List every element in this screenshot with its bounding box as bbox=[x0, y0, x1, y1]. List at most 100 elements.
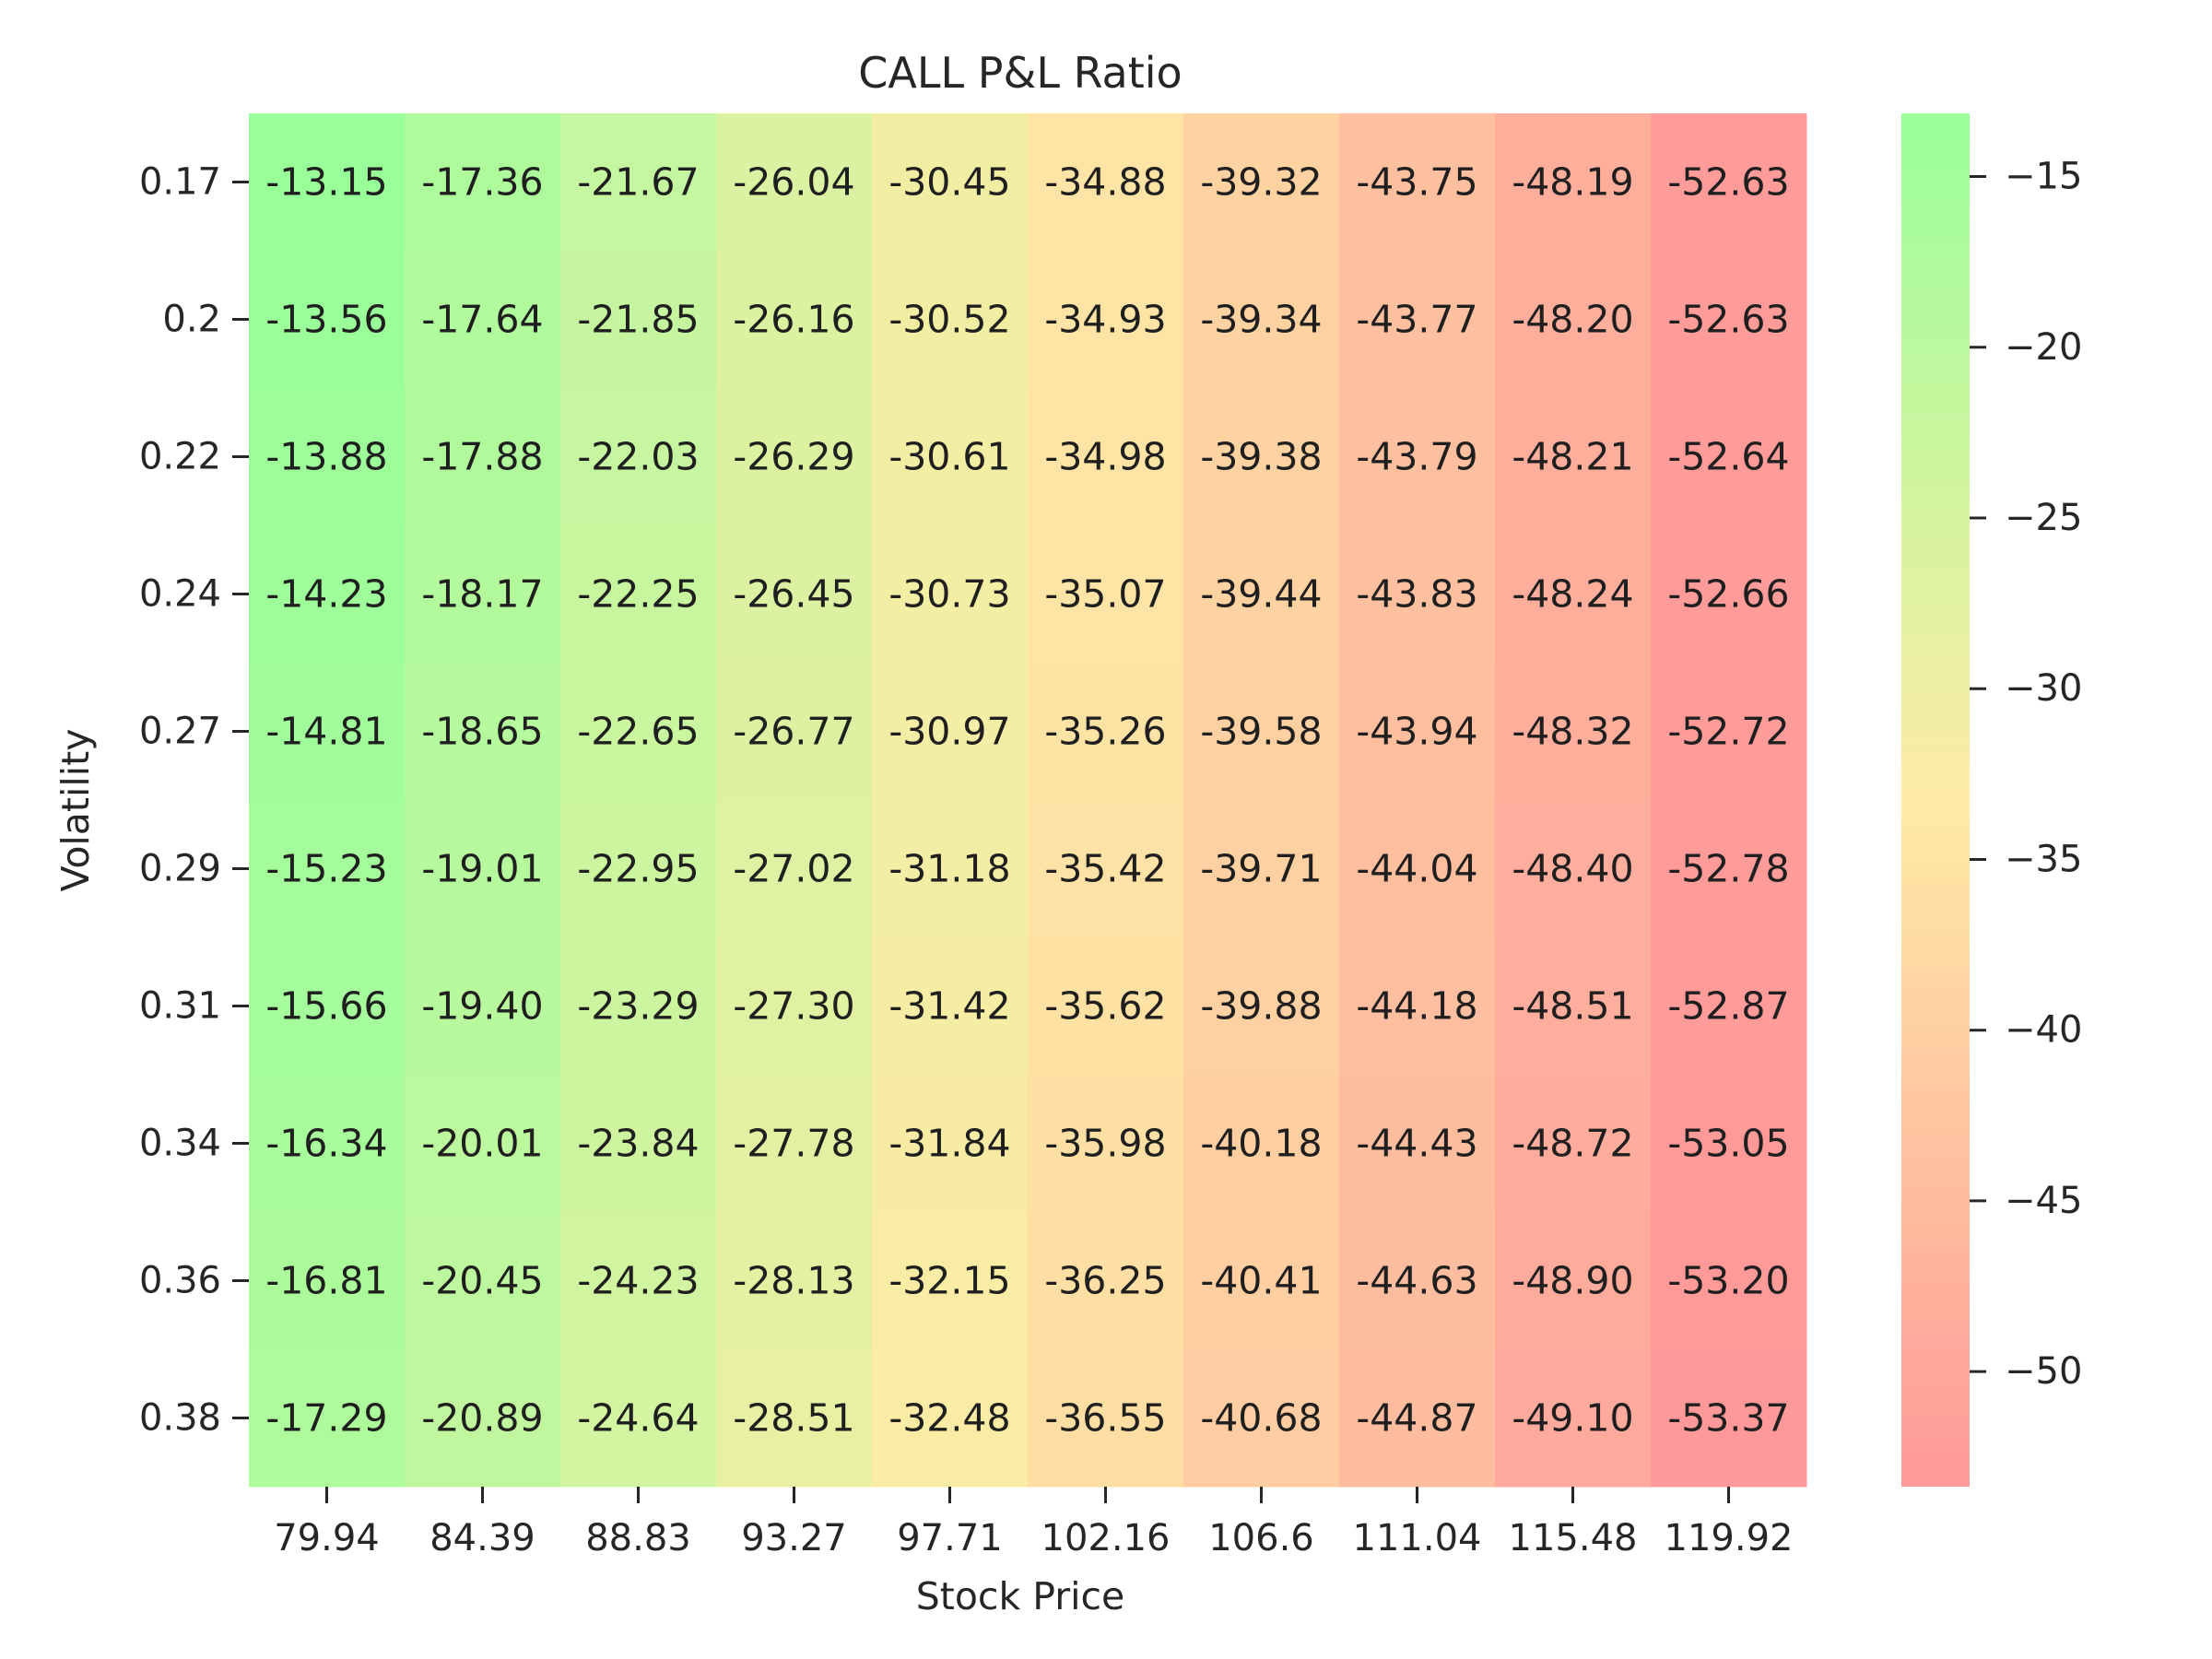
heatmap-cell bbox=[1339, 525, 1496, 664]
heatmap-cell bbox=[249, 388, 406, 526]
heatmap-cell bbox=[716, 1349, 873, 1488]
cell-value-label: -19.40 bbox=[421, 984, 543, 1029]
cell-value-label: -34.93 bbox=[1044, 298, 1166, 342]
heatmap-cell bbox=[1183, 251, 1340, 389]
heatmap-cell bbox=[716, 937, 873, 1076]
x-tick-label: 79.94 bbox=[274, 1517, 380, 1559]
colorbar-tick-label: −40 bbox=[2005, 1009, 2082, 1052]
heatmap-cell bbox=[405, 800, 561, 938]
heatmap-cell bbox=[1183, 1075, 1340, 1213]
cell-value-label: -31.42 bbox=[888, 984, 1010, 1029]
heatmap-cell bbox=[1339, 663, 1496, 801]
heatmap-cell bbox=[872, 525, 1029, 664]
cell-value-label: -43.77 bbox=[1356, 298, 1477, 342]
cell-value-label: -32.48 bbox=[888, 1396, 1010, 1441]
heatmap-cell bbox=[872, 663, 1029, 801]
cell-value-label: -18.65 bbox=[421, 710, 543, 754]
heatmap-cells bbox=[249, 113, 1807, 1488]
heatmap-cell bbox=[1495, 525, 1652, 664]
cell-value-label: -23.84 bbox=[577, 1122, 699, 1166]
heatmap-cell bbox=[716, 251, 873, 389]
heatmap-cell bbox=[405, 1075, 561, 1213]
x-tick-label: 106.6 bbox=[1208, 1517, 1314, 1559]
heatmap-cell bbox=[1339, 1349, 1496, 1488]
heatmap-cell bbox=[249, 525, 406, 664]
x-tick-label: 88.83 bbox=[585, 1517, 691, 1559]
cell-value-label: -27.30 bbox=[733, 984, 854, 1029]
cell-value-label: -16.34 bbox=[265, 1122, 387, 1166]
heatmap-cell bbox=[872, 113, 1029, 252]
x-tick-label: 93.27 bbox=[741, 1517, 847, 1559]
cell-value-label: -53.37 bbox=[1667, 1396, 1789, 1441]
heatmap-cell bbox=[1495, 1212, 1652, 1350]
cell-value-label: -23.29 bbox=[577, 984, 699, 1029]
heatmap-cell bbox=[1183, 388, 1340, 526]
cell-value-label: -21.85 bbox=[577, 298, 699, 342]
cell-value-label: -48.32 bbox=[1512, 710, 1633, 754]
cell-value-label: -30.45 bbox=[888, 160, 1010, 205]
heatmap-cell bbox=[1028, 937, 1184, 1076]
heatmap-cell bbox=[1651, 1349, 1807, 1488]
heatmap-cell bbox=[872, 937, 1029, 1076]
cell-value-label: -17.36 bbox=[421, 160, 543, 205]
x-tick-label: 111.04 bbox=[1353, 1517, 1482, 1559]
heatmap-cell bbox=[560, 800, 717, 938]
cell-value-label: -17.29 bbox=[265, 1396, 387, 1441]
cell-value-label: -36.25 bbox=[1044, 1259, 1166, 1303]
heatmap-cell bbox=[1651, 113, 1807, 252]
heatmap-cell bbox=[405, 525, 561, 664]
cell-value-label: -17.64 bbox=[421, 298, 543, 342]
cell-value-label: -49.10 bbox=[1512, 1396, 1633, 1441]
heatmap-cell bbox=[249, 1075, 406, 1213]
cell-value-label: -27.78 bbox=[733, 1122, 854, 1166]
cell-value-label: -48.40 bbox=[1512, 847, 1633, 891]
y-tick-label: 0.34 bbox=[139, 1123, 221, 1165]
heatmap-cell bbox=[1028, 1349, 1184, 1488]
heatmap-cell bbox=[405, 388, 561, 526]
cell-value-label: -17.88 bbox=[421, 435, 543, 479]
heatmap-cell bbox=[1651, 1212, 1807, 1350]
cell-value-label: -22.25 bbox=[577, 572, 699, 617]
colorbar-tick-label: −25 bbox=[2005, 497, 2082, 539]
heatmap-cell bbox=[1183, 113, 1340, 252]
colorbar-gradient bbox=[1901, 113, 1970, 1487]
y-tick-label: 0.29 bbox=[139, 848, 221, 890]
heatmap-cell bbox=[1651, 1075, 1807, 1213]
cell-value-label: -31.84 bbox=[888, 1122, 1010, 1166]
heatmap-cell bbox=[1651, 800, 1807, 938]
heatmap-cell bbox=[249, 1349, 406, 1488]
heatmap-cell bbox=[1028, 388, 1184, 526]
cell-value-label: -26.77 bbox=[733, 710, 854, 754]
heatmap-cell bbox=[1651, 937, 1807, 1076]
cell-value-label: -48.72 bbox=[1512, 1122, 1633, 1166]
cell-value-label: -34.88 bbox=[1044, 160, 1166, 205]
heatmap-cell bbox=[716, 525, 873, 664]
cell-value-label: -39.34 bbox=[1200, 298, 1322, 342]
cell-value-label: -35.62 bbox=[1044, 984, 1166, 1029]
cell-value-label: -39.58 bbox=[1200, 710, 1322, 754]
x-tick-label: 102.16 bbox=[1041, 1517, 1171, 1559]
heatmap-cell bbox=[1339, 1212, 1496, 1350]
cell-value-label: -15.23 bbox=[265, 847, 387, 891]
cell-value-label: -52.78 bbox=[1667, 847, 1789, 891]
cell-value-label: -26.45 bbox=[733, 572, 854, 617]
cell-value-label: -22.95 bbox=[577, 847, 699, 891]
cell-value-label: -48.51 bbox=[1512, 984, 1633, 1029]
cell-value-label: -48.19 bbox=[1512, 160, 1633, 205]
heatmap-cell bbox=[405, 251, 561, 389]
heatmap-cell bbox=[560, 251, 717, 389]
chart-title: CALL P&L Ratio bbox=[858, 48, 1182, 98]
cell-value-label: -14.23 bbox=[265, 572, 387, 617]
heatmap-cell bbox=[560, 525, 717, 664]
cell-value-label: -22.03 bbox=[577, 435, 699, 479]
heatmap-cell bbox=[716, 800, 873, 938]
heatmap-cell bbox=[716, 388, 873, 526]
y-tick-label: 0.22 bbox=[139, 436, 221, 478]
cell-value-label: -43.94 bbox=[1356, 710, 1477, 754]
cell-value-label: -48.24 bbox=[1512, 572, 1633, 617]
cell-value-label: -30.61 bbox=[888, 435, 1010, 479]
cell-value-label: -43.75 bbox=[1356, 160, 1477, 205]
heatmap-cell bbox=[1339, 388, 1496, 526]
cell-value-label: -53.05 bbox=[1667, 1122, 1789, 1166]
colorbar: −15 −20 −25 −30 −35 −40 −45 −50 bbox=[1901, 113, 2082, 1487]
